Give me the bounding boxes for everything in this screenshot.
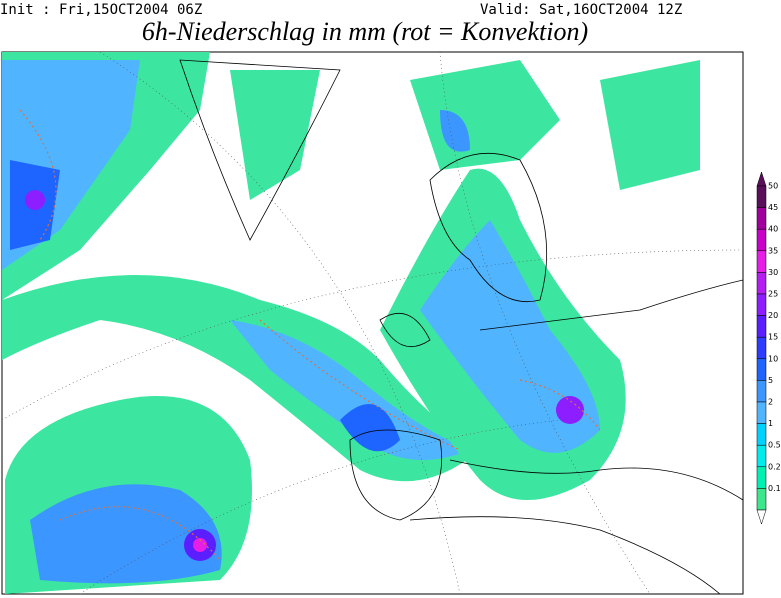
legend-label: 5 (768, 376, 773, 385)
legend-swatch (756, 250, 767, 273)
coastline (429, 152, 548, 302)
legend-label: 1 (768, 419, 773, 428)
legend-label: 25 (768, 290, 778, 299)
map (1, 51, 744, 595)
legend-label: 15 (768, 333, 778, 342)
legend-swatch (756, 272, 767, 295)
graticule (99, 52, 461, 594)
color-legend: 50 45 40 35 30 25 20 15 10 5 2 1 0.5 0.2 0.1 (756, 171, 781, 525)
map-title: 6h-Niederschlag in mm (rot = Konvektion) (142, 17, 588, 46)
legend-label: 10 (768, 354, 778, 363)
init-time: Init : Fri,15OCT2004 06Z (0, 2, 202, 18)
legend-swatch (756, 444, 767, 468)
legend-swatch (756, 315, 767, 338)
precip-area (556, 396, 584, 424)
legend-swatch (756, 336, 767, 360)
valid-time: Valid: Sat,16OCT2004 12Z (480, 2, 682, 18)
legend-label: 45 (768, 203, 778, 212)
convection-contour (19, 109, 57, 241)
legend-arrow-bottom (756, 509, 767, 525)
precip-area (420, 220, 600, 453)
coastline (479, 279, 743, 331)
legend-swatch (756, 401, 767, 424)
precip-area (600, 60, 700, 190)
coastline (449, 459, 743, 501)
legend-label: 40 (768, 225, 778, 234)
legend-label: 2 (768, 398, 773, 407)
precip-area (193, 538, 207, 552)
legend-swatch (756, 185, 767, 208)
legend-swatch (756, 293, 767, 316)
precip-area (25, 190, 45, 210)
coastline (409, 516, 721, 594)
convection-contour (519, 379, 601, 431)
legend-label: 0.5 (768, 441, 781, 450)
legend-label: 0.2 (768, 462, 781, 471)
precip-area (440, 110, 470, 152)
legend-arrow-top (756, 171, 767, 187)
legend-label: 50 (768, 182, 778, 191)
precip-area (230, 320, 470, 460)
precip-area (30, 484, 222, 584)
precip-field (2, 52, 743, 594)
legend-label: 30 (768, 268, 778, 277)
legend-swatch (756, 488, 767, 511)
legend-swatch (756, 228, 767, 252)
legend-label: 0.1 (768, 484, 781, 493)
legend-swatch (756, 207, 767, 230)
legend-swatch (756, 358, 767, 381)
precip-area (230, 70, 320, 200)
legend-label: 35 (768, 246, 778, 255)
legend-swatch (756, 380, 767, 403)
coastline (179, 59, 341, 241)
legend-label: 20 (768, 311, 778, 320)
coastline (379, 312, 431, 348)
legend-swatch (756, 423, 767, 446)
precip-area (340, 404, 400, 452)
legend-swatch (756, 466, 767, 489)
